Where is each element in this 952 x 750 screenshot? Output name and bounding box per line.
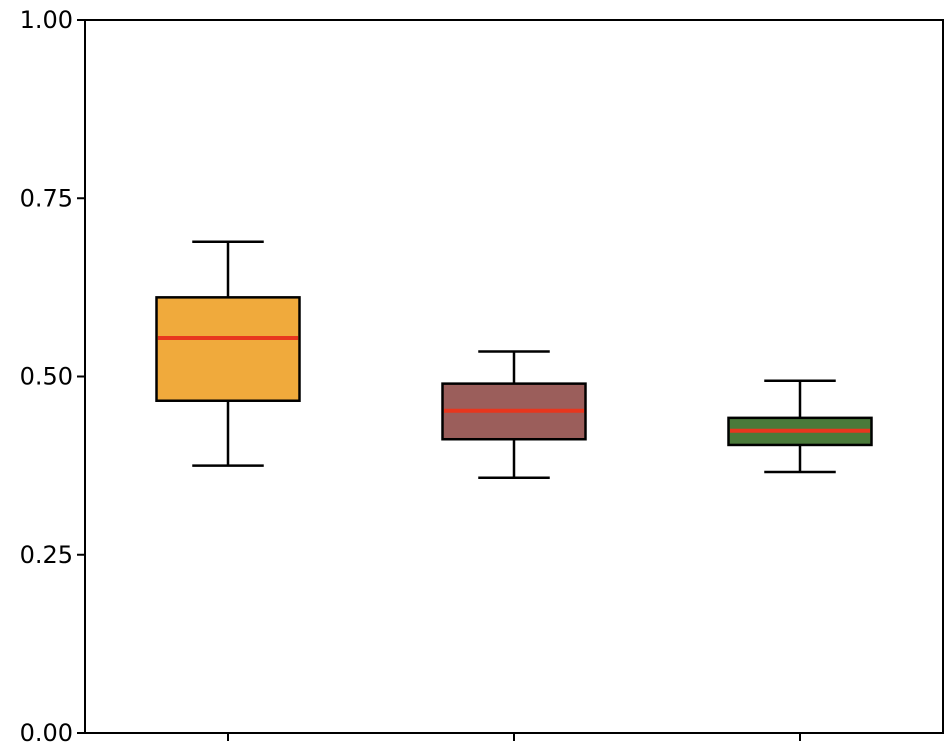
iqr-box bbox=[155, 296, 301, 402]
box-3 bbox=[727, 379, 873, 474]
x-axis-ticks bbox=[227, 733, 801, 741]
y-axis-ticks: 0.00 0.25 0.50 0.75 1.00 bbox=[20, 6, 85, 747]
box-2 bbox=[441, 350, 587, 479]
plot-frame bbox=[84, 19, 944, 734]
box-1 bbox=[155, 240, 301, 467]
y-tick-label: 0.00 bbox=[20, 719, 73, 747]
y-tick-label: 0.25 bbox=[20, 541, 73, 569]
y-tick-label: 0.50 bbox=[20, 363, 73, 391]
y-tick-label: 1.00 bbox=[20, 6, 73, 34]
boxes-group bbox=[155, 240, 873, 479]
y-tick-label: 0.75 bbox=[20, 184, 73, 212]
